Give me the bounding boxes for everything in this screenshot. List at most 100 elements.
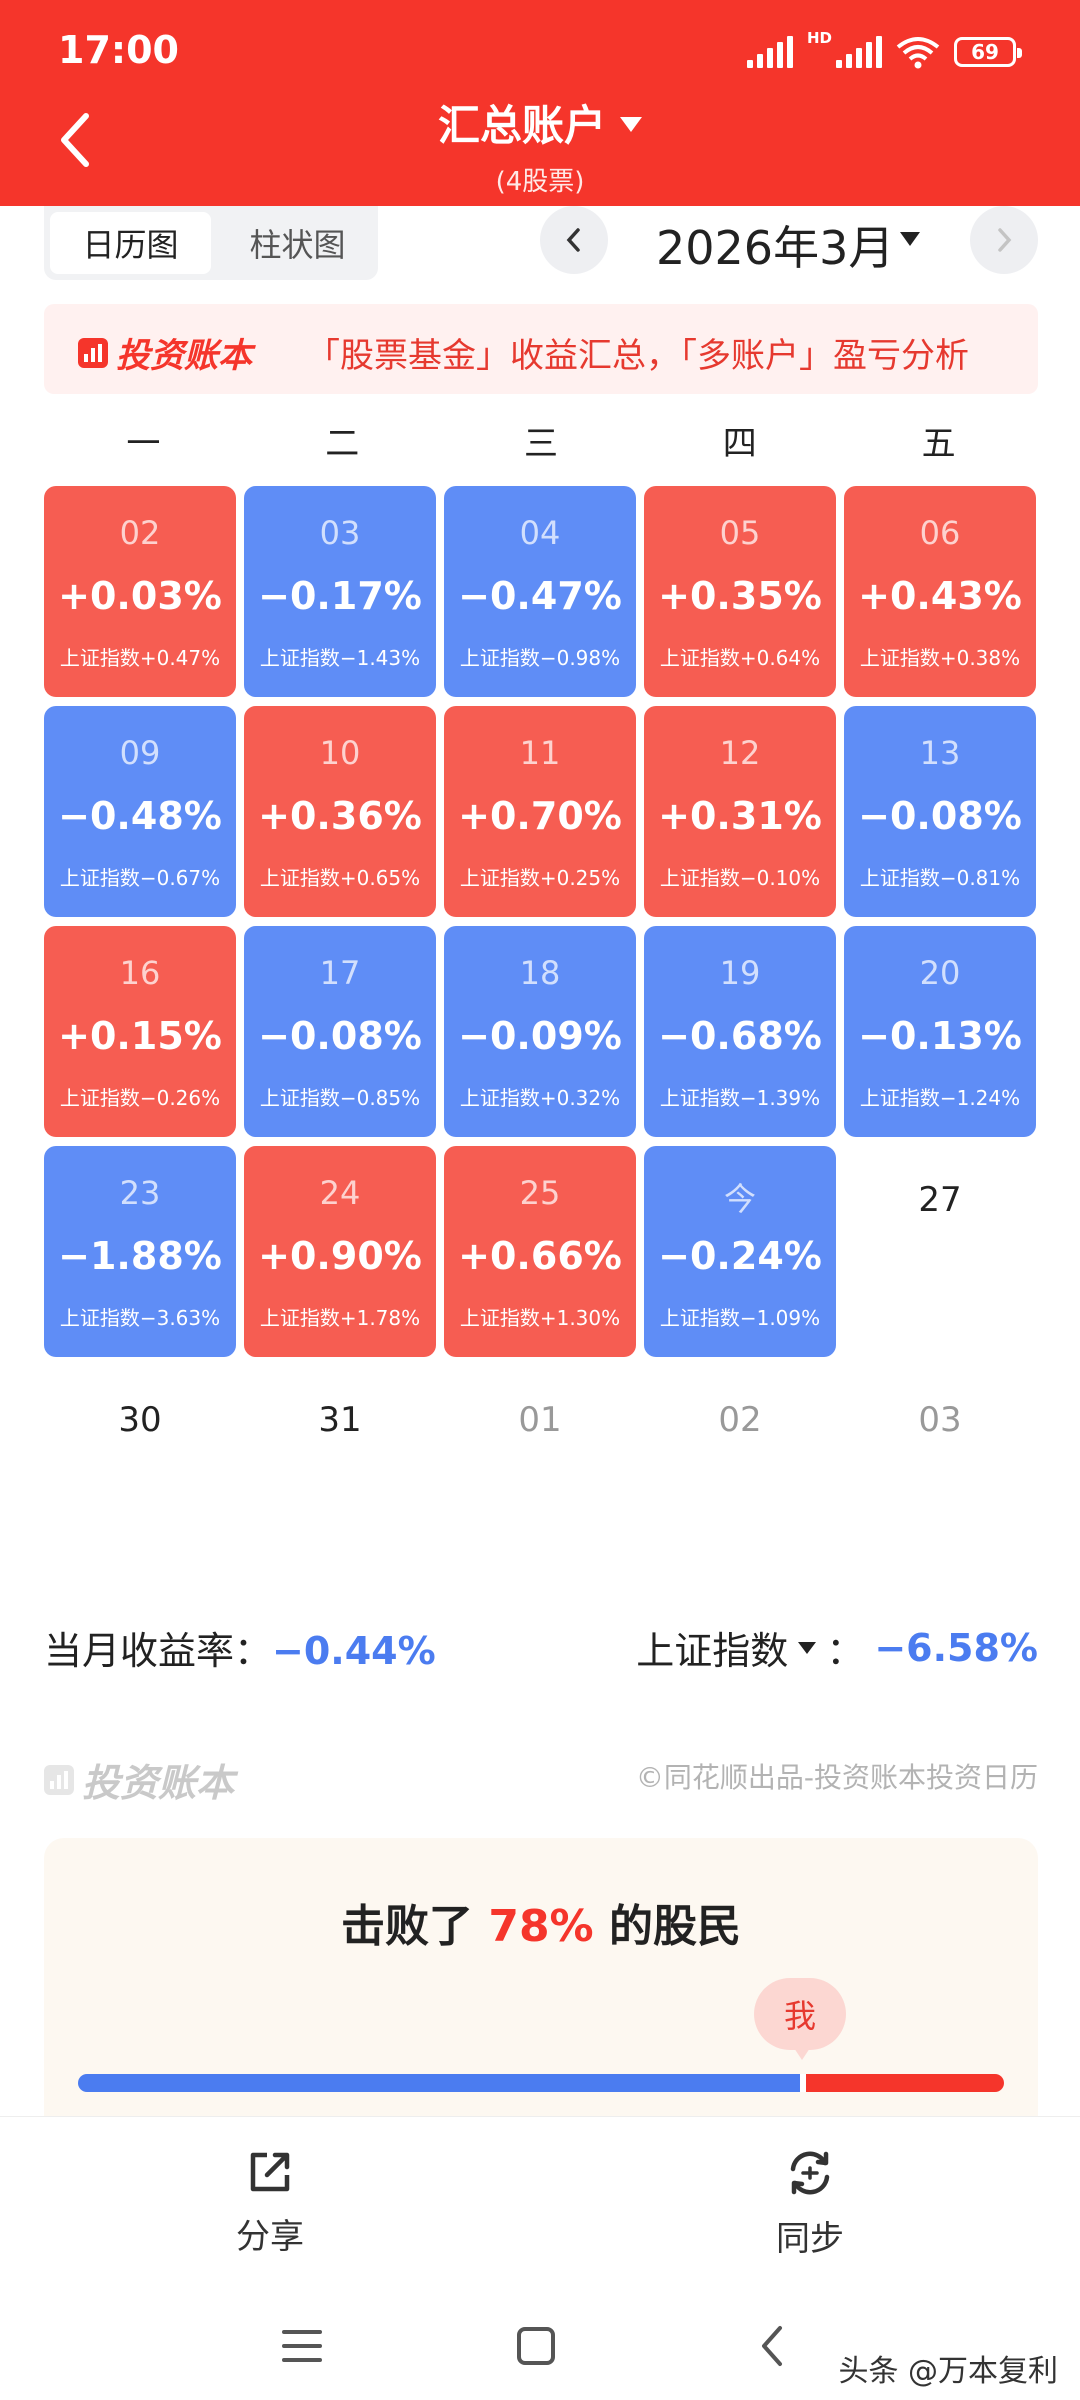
app-header: 17:00 HD 69 汇总账户 (4股票) <box>0 0 1080 206</box>
share-button[interactable]: 分享 <box>190 2147 350 2258</box>
calendar-day-cell[interactable]: 17 −0.08% 上证指数−0.85% <box>244 926 436 1137</box>
sync-label: 同步 <box>776 2219 844 2259</box>
day-index-return: 上证指数+1.78% <box>259 1306 421 1330</box>
day-return: −0.08% <box>258 1014 422 1058</box>
banner-brand: 投资账本 <box>78 328 252 377</box>
rank-suffix: 的股民 <box>608 1901 741 1952</box>
rank-card: 击败了 78% 的股民 我 <box>44 1838 1038 2118</box>
account-title[interactable]: 汇总账户 (4股票) <box>0 92 1080 198</box>
signal-icon-2 <box>836 36 882 68</box>
calendar-day-cell[interactable]: 13 −0.08% 上证指数−0.81% <box>844 706 1036 917</box>
ledger-logo-icon <box>44 1764 74 1795</box>
day-index-return: 上证指数+0.32% <box>459 1086 621 1110</box>
calendar-day-cell[interactable]: 12 +0.31% 上证指数−0.10% <box>644 706 836 917</box>
day-return: −1.88% <box>58 1234 222 1278</box>
calendar-day-empty[interactable]: 02 <box>718 1400 762 1440</box>
sync-icon <box>790 2151 830 2195</box>
calendar-day-empty[interactable]: 30 <box>118 1400 162 1440</box>
tab-bar-chart[interactable]: 柱状图 <box>249 226 346 264</box>
day-number: 17 <box>319 954 361 992</box>
calendar-day-cell[interactable]: 今 −0.24% 上证指数−1.09% <box>644 1146 836 1357</box>
calendar-day-cell[interactable]: 18 −0.09% 上证指数+0.32% <box>444 926 636 1137</box>
promo-banner[interactable]: 投资账本 「股票基金」收益汇总，「多账户」盈亏分析 <box>44 304 1038 394</box>
day-return: +0.66% <box>458 1234 622 1278</box>
index-selector-label[interactable]: 上证指数 <box>636 1629 789 1673</box>
calendar-day-cell[interactable]: 16 +0.15% 上证指数−0.26% <box>44 926 236 1137</box>
index-dropdown-icon[interactable] <box>798 1641 817 1654</box>
share-icon <box>250 2152 290 2192</box>
chevron-left-icon <box>566 228 580 252</box>
calendar-day-cell[interactable]: 05 +0.35% 上证指数+0.64% <box>644 486 836 697</box>
index-return[interactable]: 上证指数 ： −6.58% <box>636 1620 1038 1675</box>
day-number: 06 <box>919 514 961 552</box>
dropdown-caret-icon[interactable] <box>620 117 642 132</box>
rank-bar <box>78 2074 1004 2092</box>
calendar-day-cell[interactable]: 19 −0.68% 上证指数−1.39% <box>644 926 836 1137</box>
sync-button[interactable]: 同步 <box>730 2147 890 2260</box>
day-return: −0.24% <box>658 1234 822 1278</box>
back-nav-icon[interactable] <box>756 2324 788 2368</box>
page-title[interactable]: 汇总账户 <box>437 101 606 150</box>
footer-brand: 投资账本 <box>44 1752 234 1807</box>
day-return: +0.70% <box>458 794 622 838</box>
calendar-day-cell[interactable]: 02 +0.03% 上证指数+0.47% <box>44 486 236 697</box>
day-number: 10 <box>319 734 361 772</box>
rank-bar-beaten <box>78 2074 800 2092</box>
calendar-day-cell[interactable]: 10 +0.36% 上证指数+0.65% <box>244 706 436 917</box>
next-month-button[interactable] <box>970 206 1038 274</box>
day-number: 11 <box>519 734 561 772</box>
status-icons: HD 69 <box>746 29 1022 74</box>
day-index-return: 上证指数+0.38% <box>859 646 1021 670</box>
bottom-action-bar: 分享 同步 <box>0 2116 1080 2297</box>
day-return: +0.03% <box>58 574 222 618</box>
month-return: 当月收益率：−0.44% <box>44 1620 436 1675</box>
battery-level: 69 <box>971 40 999 64</box>
calendar-day-cell[interactable]: 24 +0.90% 上证指数+1.78% <box>244 1146 436 1357</box>
calendar-day-cell[interactable]: 23 −1.88% 上证指数−3.63% <box>44 1146 236 1357</box>
view-toggle: 日历图 柱状图 <box>44 206 378 280</box>
calendar-day-cell[interactable]: 20 −0.13% 上证指数−1.24% <box>844 926 1036 1137</box>
day-index-return: 上证指数+0.65% <box>259 866 421 890</box>
month-return-value: −0.44% <box>272 1629 436 1673</box>
day-number: 13 <box>919 734 961 772</box>
day-index-return: 上证指数+0.47% <box>59 646 221 670</box>
weekday-header: 一 二 三 四 五 <box>44 416 1038 465</box>
day-index-return: 上证指数−1.24% <box>859 1086 1021 1110</box>
day-return: −0.47% <box>458 574 622 618</box>
month-return-label: 当月收益率： <box>44 1629 273 1673</box>
month-selector[interactable]: 2026年3月 <box>656 221 895 275</box>
calendar-day-cell[interactable]: 06 +0.43% 上证指数+0.38% <box>844 486 1036 697</box>
day-index-return: 上证指数−1.43% <box>259 646 421 670</box>
battery-icon: 69 <box>954 37 1022 67</box>
day-number: 20 <box>919 954 961 992</box>
day-number: 23 <box>119 1174 161 1212</box>
me-marker: 我 <box>754 1978 846 2060</box>
weekday-mon: 一 <box>126 424 161 464</box>
day-return: +0.43% <box>858 574 1022 618</box>
home-nav-icon[interactable] <box>516 2326 556 2366</box>
day-return: −0.08% <box>858 794 1022 838</box>
calendar-day-cell[interactable]: 25 +0.66% 上证指数+1.30% <box>444 1146 636 1357</box>
calendar-day-cell[interactable]: 11 +0.70% 上证指数+0.25% <box>444 706 636 917</box>
prev-month-button[interactable] <box>540 206 608 274</box>
calendar-day-cell[interactable]: 04 −0.47% 上证指数−0.98% <box>444 486 636 697</box>
rank-prefix: 击败了 <box>341 1901 473 1952</box>
calendar-day-empty[interactable]: 27 <box>918 1180 962 1220</box>
month-dropdown-icon[interactable] <box>900 232 920 246</box>
back-button[interactable] <box>50 100 110 180</box>
footer-credit: ©同花顺出品-投资账本投资日历 <box>635 1761 1038 1794</box>
day-index-return: 上证指数−0.10% <box>659 866 821 890</box>
calendar-day-empty[interactable]: 03 <box>918 1400 962 1440</box>
tab-calendar[interactable]: 日历图 <box>50 212 211 274</box>
day-return: +0.15% <box>58 1014 222 1058</box>
system-nav-bar <box>0 2296 1080 2400</box>
calendar-day-cell[interactable]: 09 −0.48% 上证指数−0.67% <box>44 706 236 917</box>
day-return: +0.31% <box>658 794 822 838</box>
calendar-day-empty[interactable]: 31 <box>318 1400 362 1440</box>
menu-nav-icon[interactable] <box>282 2328 322 2364</box>
day-index-return: 上证指数−0.67% <box>59 866 221 890</box>
calendar-day-cell[interactable]: 03 −0.17% 上证指数−1.43% <box>244 486 436 697</box>
calendar-day-empty[interactable]: 01 <box>518 1400 562 1440</box>
day-number: 03 <box>319 514 361 552</box>
chevron-right-icon <box>998 228 1012 252</box>
